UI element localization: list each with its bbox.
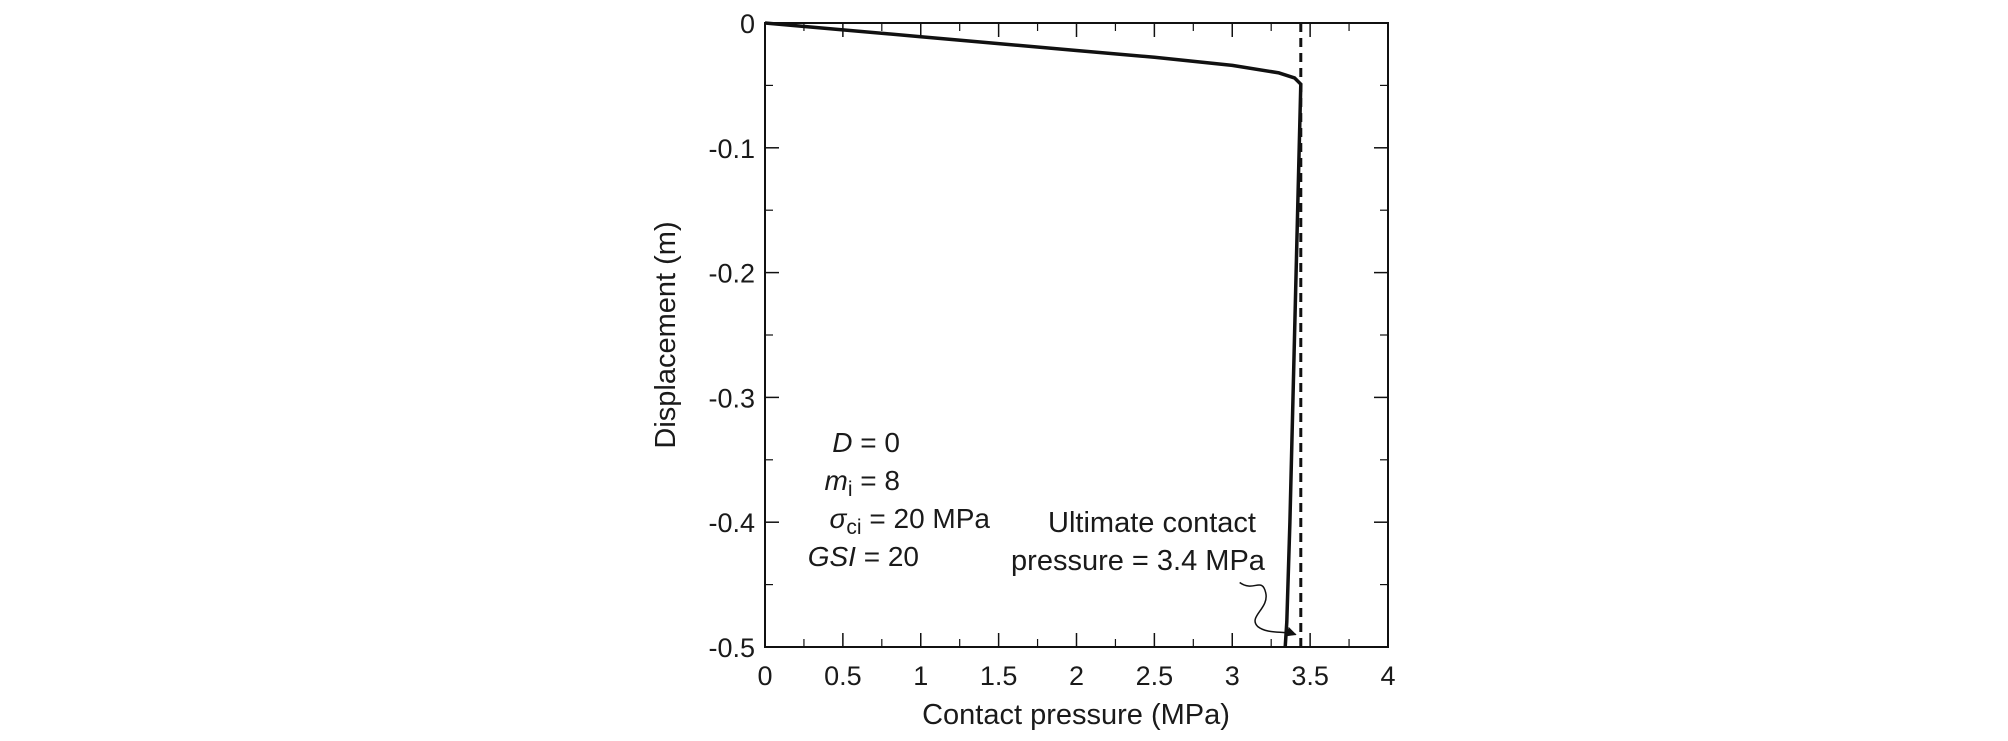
annotation-arrow	[1239, 581, 1297, 637]
x-tick-label: 4	[1380, 661, 1395, 691]
param-d: D = 0	[832, 427, 900, 458]
y-tick-label: -0.2	[708, 259, 755, 289]
y-tick-label: -0.5	[708, 633, 755, 663]
x-axis-label: Contact pressure (MPa)	[922, 699, 1230, 731]
x-tick-label: 3.5	[1291, 661, 1329, 691]
x-tick-label: 0.5	[824, 661, 862, 691]
x-tick-label: 3	[1225, 661, 1240, 691]
param-sigma-ci: σci = 20 MPa	[830, 503, 991, 539]
x-tick-label: 2.5	[1136, 661, 1174, 691]
y-tick-label: 0	[740, 9, 755, 39]
ultimate-pressure-annotation: Ultimate contact pressure = 3.4 MPa	[1011, 507, 1297, 637]
x-tick-label: 2	[1069, 661, 1084, 691]
param-mi: mi = 8	[825, 465, 900, 501]
annotation-line-2: pressure = 3.4 MPa	[1011, 545, 1266, 577]
axis-ticks	[764, 22, 1389, 648]
y-axis-label: Displacement (m)	[650, 221, 682, 448]
param-gsi: GSI = 20	[808, 541, 919, 572]
y-tick-label: -0.3	[708, 383, 755, 413]
x-tick-label: 1	[913, 661, 928, 691]
y-tick-label: -0.1	[708, 134, 755, 164]
y-tick-label: -0.4	[708, 508, 755, 538]
series-layer	[764, 21, 1303, 648]
axis-tick-labels: 0 0.5 1 1.5 2 2.5 3 3.5 4 0 -0.1 -0.2 -0.3 -0.4 -0.5	[708, 9, 1395, 691]
displacement-curve	[764, 21, 1303, 648]
x-tick-label: 0	[757, 661, 772, 691]
x-tick-label: 1.5	[980, 661, 1018, 691]
parameters-block: D = 0 mi = 8 σci = 20 MPa GSI = 20	[808, 427, 991, 572]
annotation-line-1: Ultimate contact	[1048, 507, 1256, 539]
